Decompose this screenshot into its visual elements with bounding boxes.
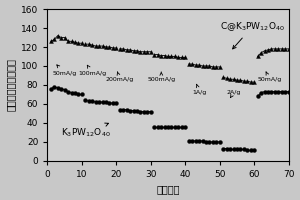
Text: 1A/g: 1A/g <box>192 84 206 95</box>
Text: 50mA/g: 50mA/g <box>258 72 282 82</box>
Text: 200mA/g: 200mA/g <box>106 72 134 82</box>
Text: C@K$_3$PW$_{12}$O$_{40}$: C@K$_3$PW$_{12}$O$_{40}$ <box>220 20 285 49</box>
Text: 100mA/g: 100mA/g <box>78 65 106 76</box>
X-axis label: 循环次数: 循环次数 <box>156 184 180 194</box>
Text: 50mA/g: 50mA/g <box>52 65 77 76</box>
Text: 2A/g: 2A/g <box>226 90 241 98</box>
Y-axis label: 容量（毫安时／克）: 容量（毫安时／克） <box>6 59 16 111</box>
Text: K$_3$PW$_{12}$O$_{40}$: K$_3$PW$_{12}$O$_{40}$ <box>61 123 111 139</box>
Text: 500mA/g: 500mA/g <box>147 72 176 82</box>
